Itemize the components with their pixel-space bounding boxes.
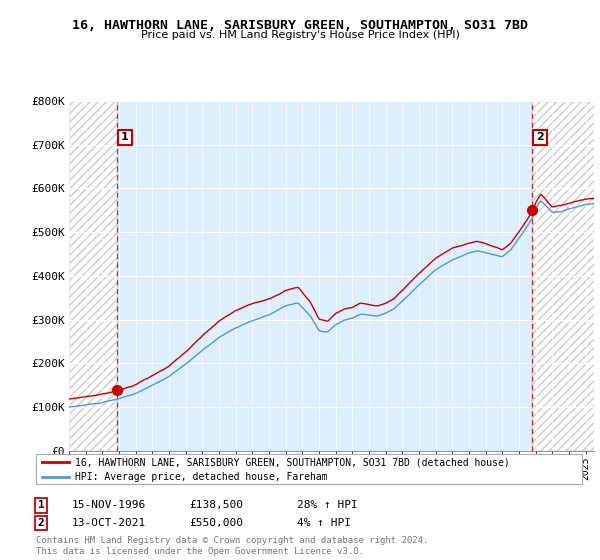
- Text: Price paid vs. HM Land Registry's House Price Index (HPI): Price paid vs. HM Land Registry's House …: [140, 30, 460, 40]
- Text: 1: 1: [121, 132, 129, 142]
- Text: 2: 2: [536, 132, 544, 142]
- Text: 2: 2: [38, 518, 44, 528]
- Text: Contains HM Land Registry data © Crown copyright and database right 2024.
This d: Contains HM Land Registry data © Crown c…: [36, 536, 428, 556]
- Bar: [532, 101, 594, 451]
- Text: 4% ↑ HPI: 4% ↑ HPI: [297, 518, 351, 528]
- Text: £138,500: £138,500: [189, 500, 243, 510]
- Text: 1: 1: [38, 500, 44, 510]
- Text: 28% ↑ HPI: 28% ↑ HPI: [297, 500, 358, 510]
- Text: £550,000: £550,000: [189, 518, 243, 528]
- Text: 13-OCT-2021: 13-OCT-2021: [72, 518, 146, 528]
- Text: HPI: Average price, detached house, Fareham: HPI: Average price, detached house, Fare…: [75, 472, 328, 482]
- Text: 16, HAWTHORN LANE, SARISBURY GREEN, SOUTHAMPTON, SO31 7BD (detached house): 16, HAWTHORN LANE, SARISBURY GREEN, SOUT…: [75, 457, 510, 467]
- Bar: [69, 101, 117, 451]
- Text: 16, HAWTHORN LANE, SARISBURY GREEN, SOUTHAMPTON, SO31 7BD: 16, HAWTHORN LANE, SARISBURY GREEN, SOUT…: [72, 18, 528, 32]
- Text: 15-NOV-1996: 15-NOV-1996: [72, 500, 146, 510]
